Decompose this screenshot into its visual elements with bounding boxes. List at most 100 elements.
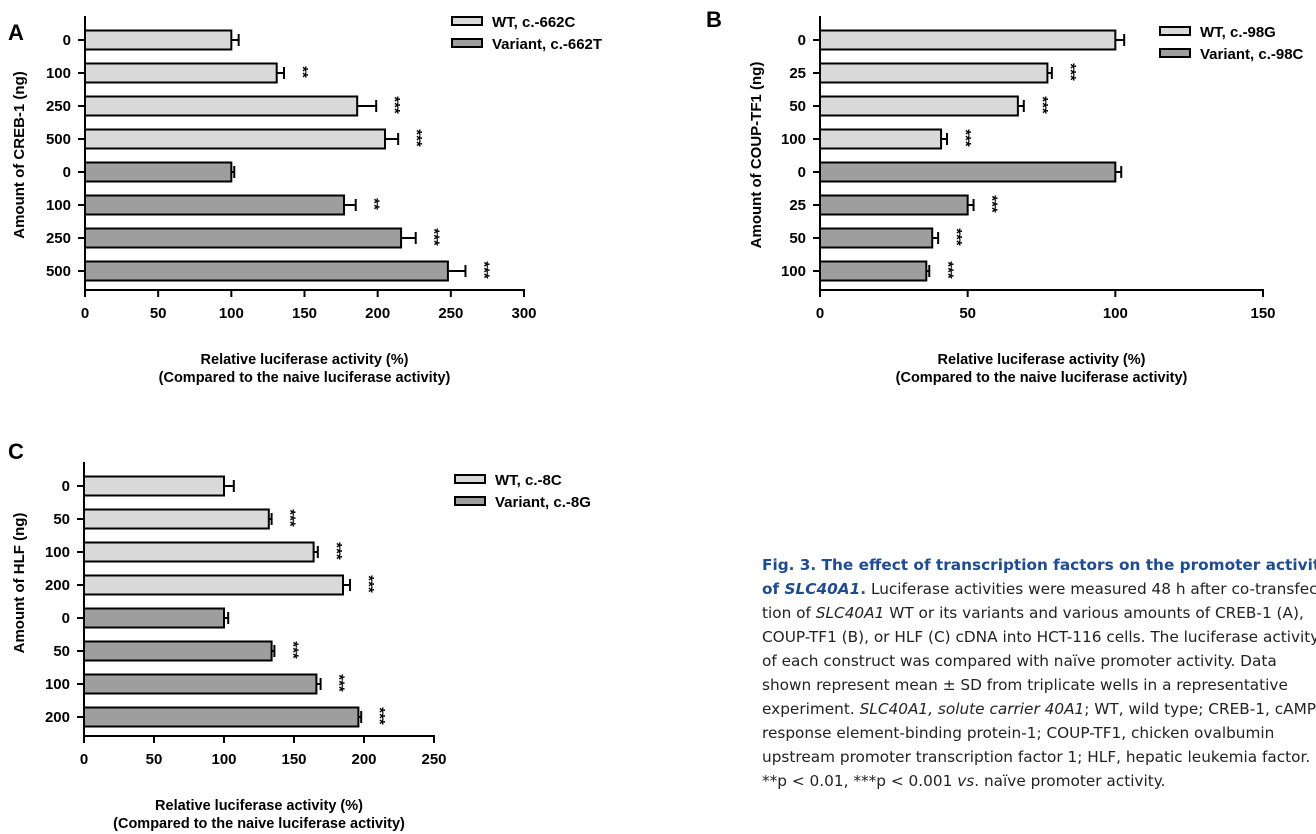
legend-swatch	[451, 16, 483, 26]
x-tick-label: 200	[351, 751, 376, 768]
significance-label: ***	[984, 195, 1001, 213]
legend-swatch	[1159, 48, 1191, 58]
panel-label: B	[706, 7, 722, 32]
y-tick-label: 25	[789, 65, 806, 82]
caption-line: of SLC40A1. Luciferase activities were m…	[762, 580, 1316, 598]
bar	[84, 62, 278, 84]
y-tick-label: 250	[46, 98, 71, 115]
y-tick-label: 0	[63, 32, 71, 49]
y-tick-label: 25	[789, 197, 806, 214]
significance-label: **	[366, 198, 383, 210]
y-tick-label: 100	[45, 676, 70, 693]
panel-label: C	[8, 439, 24, 464]
bar	[83, 508, 270, 530]
y-axis-title: Amount of CREB-1 (ng)	[11, 71, 28, 238]
y-tick-label: 200	[45, 709, 70, 726]
bar	[819, 128, 943, 150]
y-tick-label: 0	[798, 32, 806, 49]
x-tick-label: 0	[80, 751, 88, 768]
legend-label: WT, c.-662C	[492, 14, 576, 31]
caption-line: experiment. SLC40A1, solute carrier 40A1…	[762, 700, 1316, 718]
significance-label: ***	[1062, 63, 1079, 81]
significance-label: ***	[408, 129, 425, 147]
caption-line: upstream promoter transcription factor 1…	[762, 748, 1311, 766]
legend-label: Variant, c.-98C	[1200, 46, 1304, 63]
bar	[819, 62, 1049, 84]
x-axis-title: Relative luciferase activity (%)	[155, 798, 363, 814]
x-tick-label: 150	[1250, 305, 1275, 322]
y-tick-label: 50	[789, 230, 806, 247]
legend-swatch	[1159, 26, 1191, 36]
caption-line: COUP-TF1 (B), or HLF (C) cDNA into HCT-1…	[762, 628, 1316, 646]
bar	[819, 29, 1117, 51]
y-tick-label: 50	[53, 511, 70, 528]
significance-label: ***	[939, 261, 956, 279]
bar	[84, 227, 403, 249]
significance-label: ***	[328, 542, 345, 560]
bar	[819, 194, 969, 216]
bar	[84, 128, 386, 150]
significance-label: ***	[1034, 96, 1051, 114]
bar	[83, 640, 273, 662]
y-axis-title: Amount of HLF (ng)	[11, 513, 28, 654]
legend-label: WT, c.-98G	[1200, 24, 1276, 41]
x-tick-label: 100	[211, 751, 236, 768]
panel-label: A	[8, 20, 24, 45]
x-axis-title: (Compared to the naive luciferase activi…	[159, 370, 451, 386]
bar	[83, 673, 318, 695]
x-axis-title: Relative luciferase activity (%)	[201, 352, 409, 368]
x-tick-label: 50	[959, 305, 976, 322]
bar	[83, 574, 344, 596]
y-axis-title: Amount of COUP-TF1 (ng)	[748, 62, 765, 249]
chart-panel-c: C 0 50 100 150 200 250 Relative luciferase acti…	[8, 439, 591, 832]
y-tick-label: 250	[46, 230, 71, 247]
y-tick-label: 0	[62, 610, 70, 627]
significance-label: ***	[371, 707, 388, 725]
y-tick-label: 0	[798, 164, 806, 181]
bar	[83, 607, 225, 629]
bar	[84, 161, 233, 183]
chart-panel-b: B 0 50 100 150 Relative luciferase activity (…	[706, 7, 1304, 386]
x-tick-label: 150	[281, 751, 306, 768]
bar	[84, 260, 449, 282]
significance-label: ***	[948, 228, 965, 246]
chart-panel-a: A 0 50 100 150 200 250 300 Relative luciferase a…	[8, 14, 602, 386]
significance-label: ***	[386, 96, 403, 114]
legend-label: Variant, c.-8G	[495, 494, 591, 511]
legend-label: Variant, c.-662T	[492, 36, 602, 53]
x-tick-label: 150	[292, 305, 317, 322]
caption-line: **p < 0.01, ***p < 0.001 vs. naïve promo…	[762, 772, 1166, 790]
bar	[819, 260, 928, 282]
legend-swatch	[454, 474, 486, 484]
x-axis-title: (Compared to the naive luciferase activi…	[113, 816, 405, 832]
y-tick-label: 100	[45, 544, 70, 561]
x-tick-label: 250	[421, 751, 446, 768]
bar	[84, 194, 346, 216]
x-tick-label: 0	[816, 305, 824, 322]
y-tick-label: 100	[781, 131, 806, 148]
x-tick-label: 50	[150, 305, 167, 322]
x-axis-title: (Compared to the naive luciferase activi…	[896, 370, 1188, 386]
x-tick-label: 250	[438, 305, 463, 322]
x-tick-label: 100	[1103, 305, 1128, 322]
significance-label: ***	[475, 261, 492, 279]
y-tick-label: 50	[53, 643, 70, 660]
caption-line: of each construct was compared with naïv…	[762, 652, 1277, 670]
bar	[819, 227, 934, 249]
y-tick-label: 200	[45, 577, 70, 594]
caption-line: Fig. 3. The effect of transcription fact…	[762, 556, 1316, 574]
bar	[84, 29, 233, 51]
significance-label: **	[294, 66, 311, 78]
significance-label: ***	[360, 575, 377, 593]
significance-label: ***	[284, 641, 301, 659]
caption-line: tion of SLC40A1 WT or its variants and v…	[762, 604, 1304, 622]
y-tick-label: 100	[781, 263, 806, 280]
bar	[83, 541, 315, 563]
bar	[819, 95, 1019, 117]
legend-label: WT, c.-8C	[495, 472, 562, 489]
figure-caption: Fig. 3. The effect of transcription fact…	[762, 553, 1316, 793]
x-tick-label: 200	[365, 305, 390, 322]
y-tick-label: 0	[63, 164, 71, 181]
legend-swatch	[451, 38, 483, 48]
